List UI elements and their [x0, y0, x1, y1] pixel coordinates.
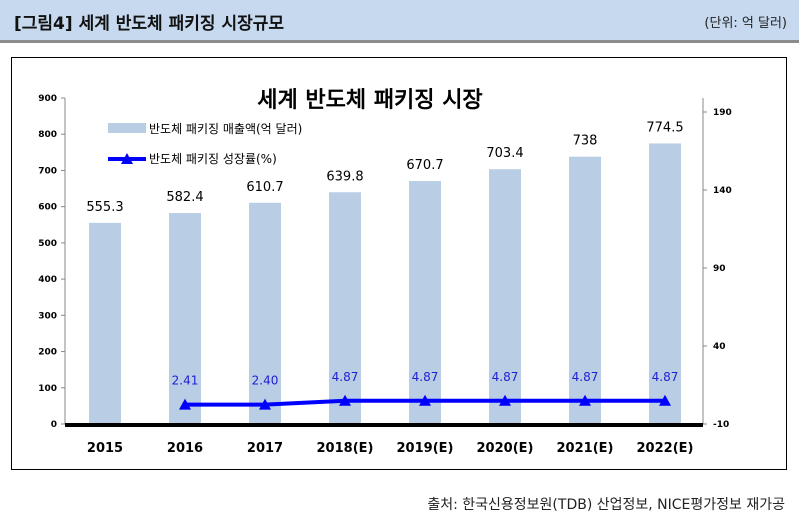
- left-tick-label: 900: [38, 94, 57, 104]
- chart-title: 세계 반도체 패키징 시장: [257, 88, 482, 113]
- legend-marker: [121, 153, 133, 164]
- growth-marker: [179, 398, 191, 410]
- right-tick-label: 40: [713, 342, 726, 352]
- bar-label: 610.7: [246, 180, 283, 195]
- growth-label: 4.87: [572, 370, 599, 384]
- left-tick-label: 800: [38, 130, 57, 140]
- bar-label: 774.5: [646, 120, 683, 135]
- unit-label: (단위: 억 달러): [704, 16, 787, 31]
- growth-label: 4.87: [652, 370, 679, 384]
- left-tick-label: 500: [38, 239, 57, 249]
- left-tick-label: 0: [51, 420, 57, 430]
- category-label: 2018(E): [317, 441, 374, 456]
- figure-title: [그림4] 세계 반도체 패키징 시장규모: [14, 14, 285, 34]
- right-tick-label: 140: [713, 186, 732, 196]
- right-tick-label: 90: [713, 264, 726, 274]
- right-tick-label: 190: [713, 108, 732, 118]
- growth-label: 2.40: [252, 374, 279, 388]
- legend-label-line: 반도체 패키징 성장률(%): [149, 152, 277, 166]
- right-tick-label: -10: [713, 420, 729, 430]
- bar: [649, 143, 681, 424]
- growth-marker: [259, 398, 271, 410]
- growth-marker: [499, 394, 511, 406]
- category-label: 2021(E): [557, 441, 614, 456]
- bar: [489, 169, 521, 424]
- growth-marker: [339, 394, 351, 406]
- growth-marker: [419, 394, 431, 406]
- legend-label-bar: 반도체 패키징 매출액(억 달러): [149, 122, 302, 136]
- left-tick-label: 400: [38, 275, 57, 285]
- bar: [89, 222, 121, 424]
- growth-label: 4.87: [412, 370, 439, 384]
- category-label: 2016: [167, 441, 203, 456]
- bar-label: 639.8: [326, 169, 363, 184]
- chart-frame: [11, 57, 787, 470]
- category-label: 2015: [87, 441, 123, 456]
- growth-marker: [659, 394, 671, 406]
- growth-marker: [579, 394, 591, 406]
- growth-label: 4.87: [332, 370, 359, 384]
- category-label: 2017: [247, 441, 283, 456]
- bar-label: 670.7: [406, 158, 443, 173]
- growth-label: 2.41: [172, 374, 199, 388]
- category-label: 2019(E): [397, 441, 454, 456]
- bar-label: 738: [573, 134, 598, 149]
- bar: [329, 192, 361, 424]
- left-tick-label: 100: [38, 384, 57, 394]
- bar: [169, 213, 201, 424]
- bar-label: 555.3: [86, 200, 123, 215]
- bar-label: 703.4: [486, 146, 523, 161]
- left-tick-label: 700: [38, 166, 57, 176]
- bar: [569, 156, 601, 424]
- left-tick-label: 200: [38, 348, 57, 358]
- source-note: 출처: 한국신용정보원(TDB) 산업정보, NICE평가정보 재가공: [427, 497, 785, 513]
- figure-header: [그림4] 세계 반도체 패키징 시장규모 (단위: 억 달러): [0, 0, 799, 43]
- legend-swatch-bar: [108, 123, 146, 133]
- bar-label: 582.4: [166, 190, 203, 205]
- bar: [249, 202, 281, 424]
- left-tick-label: 600: [38, 203, 57, 213]
- category-label: 2020(E): [477, 441, 534, 456]
- bar: [409, 181, 441, 424]
- growth-label: 4.87: [492, 370, 519, 384]
- category-label: 2022(E): [637, 441, 694, 456]
- left-tick-label: 300: [38, 311, 57, 321]
